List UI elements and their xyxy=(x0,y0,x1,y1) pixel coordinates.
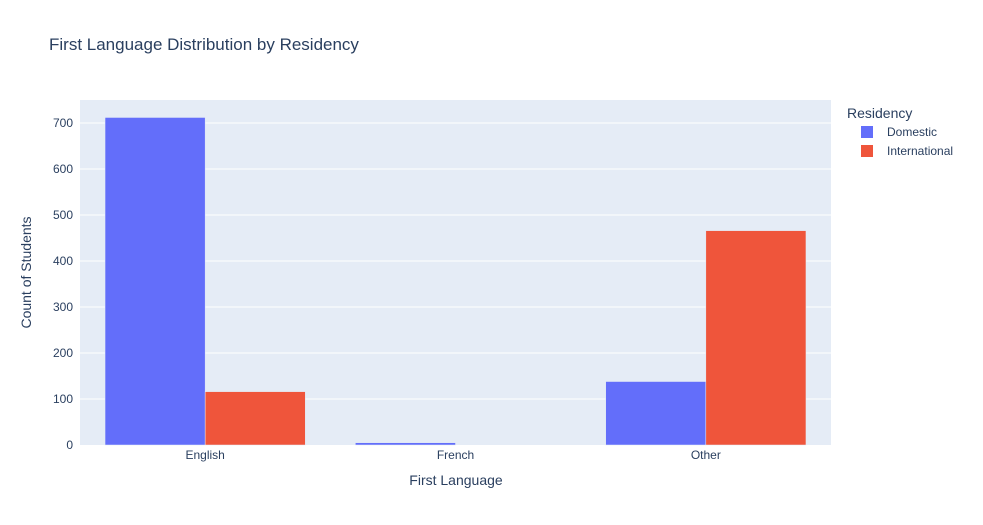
y-tick-label: 400 xyxy=(53,254,73,268)
legend-label-domestic: Domestic xyxy=(887,125,937,139)
x-tick-label: French xyxy=(437,448,474,462)
x-axis-title: First Language xyxy=(409,472,503,488)
legend-swatch-domestic xyxy=(861,126,873,138)
bar-domestic-other xyxy=(605,381,707,446)
y-tick-label: 100 xyxy=(53,392,73,406)
y-tick-label: 500 xyxy=(53,208,73,222)
x-tick-label: English xyxy=(185,448,224,462)
x-axis-ticks: English French Other xyxy=(185,448,720,462)
y-axis-title: Count of Students xyxy=(18,216,34,328)
bar-international-english xyxy=(204,391,306,446)
chart-title: First Language Distribution by Residency xyxy=(49,35,359,54)
x-tick-label: Other xyxy=(691,448,721,462)
y-tick-label: 700 xyxy=(53,116,73,130)
y-tick-label: 0 xyxy=(66,438,73,452)
legend-swatch-international xyxy=(861,145,873,157)
y-tick-label: 200 xyxy=(53,346,73,360)
bars xyxy=(104,117,807,446)
legend: Residency Domestic International xyxy=(847,105,953,158)
bar-domestic-french xyxy=(355,442,456,446)
bar-domestic-english xyxy=(104,117,206,446)
y-tick-label: 600 xyxy=(53,162,73,176)
y-axis-ticks: 0 100 200 300 400 500 600 700 xyxy=(53,116,73,452)
legend-title: Residency xyxy=(847,105,912,121)
y-tick-label: 300 xyxy=(53,300,73,314)
bar-international-other xyxy=(705,230,807,446)
legend-label-international: International xyxy=(887,144,953,158)
